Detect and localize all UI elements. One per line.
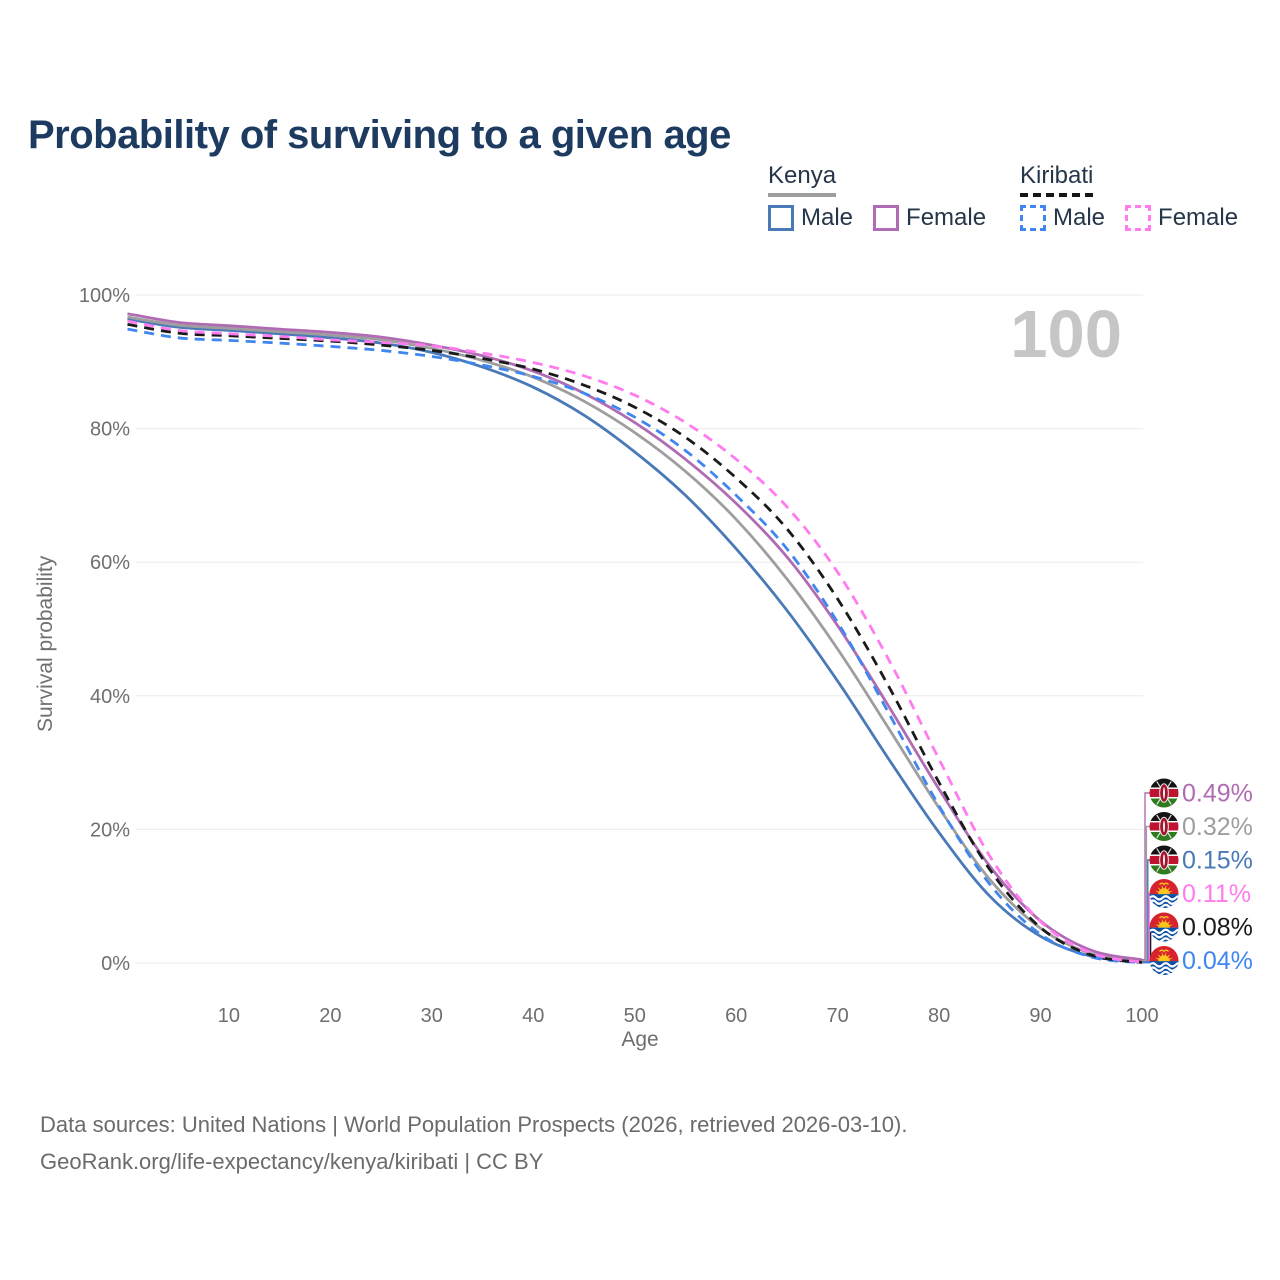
legend-item-kiribati-male[interactable]: Male [1020,204,1105,232]
end-value-label: 0.08% [1182,914,1253,942]
x-axis-title: Age [621,1028,659,1051]
curve-kenya[interactable] [127,315,1143,963]
y-tick-label: 60% [90,552,130,574]
kenya-flag-icon [1149,778,1179,808]
legend-header-kenya[interactable]: Kenya [768,162,837,197]
kiribati-male-swatch-icon [1020,205,1046,231]
legend-item-kiribati-female[interactable]: Female [1125,204,1238,232]
x-tick-label: 90 [1029,1005,1051,1027]
end-value-label: 0.49% [1182,780,1253,808]
x-tick-label: 10 [218,1005,240,1027]
legend-header-kiribati[interactable]: Kiribati [1020,162,1094,197]
page-title: Probability of surviving to a given age [28,112,731,157]
legend-item-kenya-male[interactable]: Male [768,204,853,232]
y-axis-title: Survival probability [34,555,57,732]
legend-item-label: Female [906,204,987,231]
y-tick-label: 20% [90,819,130,841]
legend-item-label: Female [1158,204,1239,231]
kiribati-female-swatch-icon [1125,205,1152,231]
kiribati-flag-icon [1149,912,1179,942]
y-tick-label: 100% [79,285,130,307]
kenya-flag-icon [1149,812,1179,841]
x-tick-label: 80 [928,1005,950,1027]
footer-attribution-line: GeoRank.org/life-expectancy/kenya/kiriba… [40,1149,544,1174]
kenya-female-swatch-icon [873,205,900,231]
x-tick-label: 100 [1125,1005,1158,1027]
x-tick-label: 30 [421,1005,443,1027]
leader-line [1142,825,1150,962]
legend-group-kiribati: Kiribati Male Female [1020,162,1238,232]
kenya-flag-icon [1149,845,1179,875]
footer-sources-line: Data sources: United Nations | World Pop… [40,1112,908,1137]
kiribati-flag-icon [1149,946,1179,975]
survival-chart: 0% 20% 40% 60% 80% 100% 100 10 20 30 40 50 60 70 80 90 1… [79,285,1253,1027]
leader-line [1142,792,1150,961]
kiribati-flag-icon [1149,879,1179,908]
end-value-label: 0.11% [1182,880,1251,908]
end-value-label: 0.15% [1182,847,1253,875]
x-tick-label: 50 [624,1005,646,1027]
x-tick-label: 20 [319,1005,341,1027]
y-tick-label: 80% [90,419,130,441]
x-tick-label: 40 [522,1005,544,1027]
end-value-label: 0.32% [1182,813,1253,841]
legend-item-kenya-female[interactable]: Female [873,204,986,232]
legend-item-label: Male [1053,204,1106,231]
y-tick-label: 40% [90,686,130,708]
curve-kiribati[interactable] [127,323,1143,964]
y-tick-label: 0% [101,953,130,975]
kenya-male-swatch-icon [768,205,794,231]
legend-item-label: Male [801,204,854,231]
footer: Data sources: United Nations | World Pop… [40,1106,907,1180]
curve-kenya-male[interactable] [127,317,1143,964]
legend-group-kenya: Kenya Male Female [768,162,986,232]
hover-age-watermark: 100 [1010,297,1122,372]
x-tick-label: 70 [826,1005,848,1027]
x-tick-label: 60 [725,1005,747,1027]
curve-kenya-female[interactable] [127,312,1143,962]
end-value-label: 0.04% [1182,947,1253,975]
